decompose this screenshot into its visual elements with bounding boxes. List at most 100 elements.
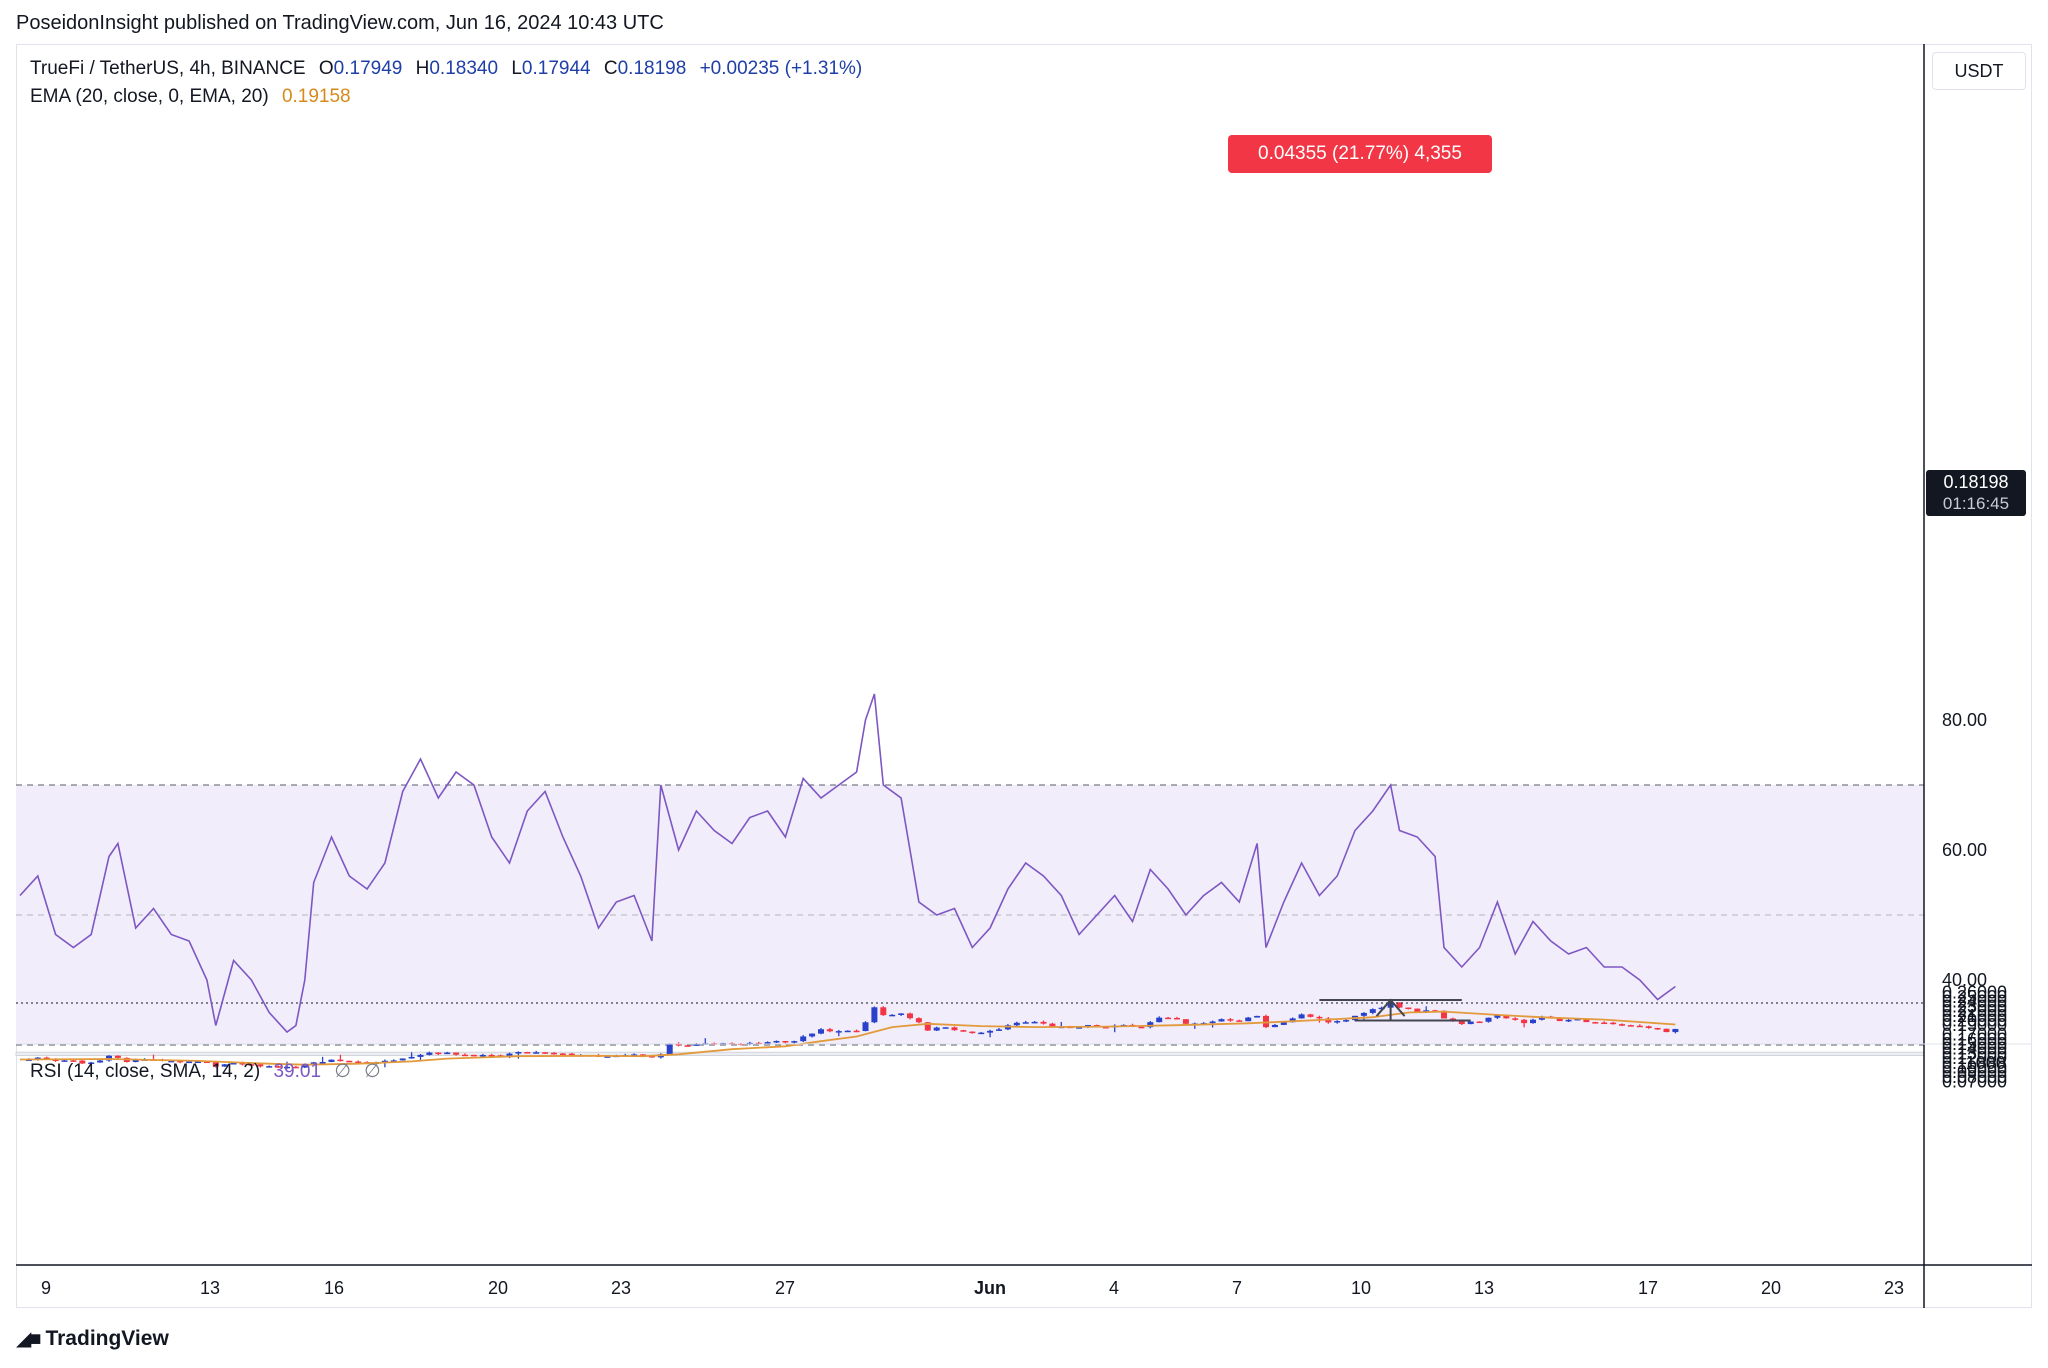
candle-body — [915, 1018, 922, 1023]
candle-body — [355, 1061, 362, 1063]
candle-body — [542, 1052, 549, 1054]
candle-body — [1441, 1010, 1447, 1019]
candle-body — [426, 1052, 433, 1055]
time-tick-label: 17 — [1638, 1278, 1658, 1298]
candle-body — [889, 1014, 896, 1017]
candle-body — [444, 1052, 451, 1055]
price-tick-label: 0.08000 — [1942, 1067, 2007, 1087]
time-tick-label: 13 — [200, 1278, 220, 1298]
candle-body — [1022, 1022, 1029, 1024]
candle-body — [1049, 1023, 1056, 1027]
candle-body — [248, 1064, 255, 1066]
candle-body — [506, 1053, 513, 1057]
rsi-band-fill — [16, 785, 1924, 1045]
time-tick-label: 23 — [1884, 1278, 1904, 1298]
candle-body — [809, 1033, 816, 1037]
candle-body — [1102, 1026, 1109, 1029]
candle-body — [1405, 1007, 1412, 1010]
time-tick-label: 13 — [1474, 1278, 1494, 1298]
price-tick-label: 0.07000 — [1942, 1072, 2007, 1092]
measure-tool[interactable] — [1319, 998, 1471, 1022]
candle-body — [844, 1030, 851, 1033]
candle-body — [1512, 1018, 1519, 1020]
close-value: 0.18198 — [617, 58, 687, 79]
candle-body — [693, 1044, 700, 1046]
candle-body — [604, 1056, 611, 1058]
rsi-line — [19, 693, 1676, 1034]
candle-body — [1574, 1018, 1581, 1021]
rsi-flag-icon-2: ∅ — [364, 1061, 381, 1082]
change-value: +0.00235 (+1.31%) — [699, 58, 863, 79]
rsi-band — [16, 784, 1924, 1046]
candle-body — [1565, 1019, 1572, 1022]
high-label: H — [415, 58, 430, 79]
candle-body — [1031, 1021, 1038, 1024]
candle-body — [266, 1066, 273, 1068]
last-price-tag: 0.18198 01:16:45 — [1926, 470, 2026, 516]
candle-body — [933, 1027, 940, 1031]
candle-body — [1494, 1015, 1501, 1018]
currency-selector[interactable]: USDT — [1932, 52, 2026, 90]
candle-body — [1467, 1021, 1474, 1025]
rsi-value: 39.01 — [273, 1061, 322, 1082]
candle-body — [1627, 1025, 1634, 1027]
candle-body — [1610, 1022, 1617, 1025]
candle-body — [1307, 1014, 1314, 1017]
axes: 0.260000.250000.240000.230000.220000.210… — [16, 44, 2032, 1308]
price-tick-label: 0.23000 — [1942, 996, 2007, 1016]
candle-body — [1298, 1014, 1305, 1019]
price-tick-label: 0.19000 — [1942, 1015, 2007, 1035]
candle-body — [417, 1054, 424, 1057]
candle-body — [1263, 1015, 1269, 1028]
candle-body — [462, 1054, 468, 1057]
candle-body — [800, 1036, 807, 1042]
rsi-flag-icon: ∅ — [334, 1061, 351, 1082]
candle-body — [773, 1040, 780, 1043]
candle-body — [408, 1056, 415, 1059]
measure-arrow-icon — [1375, 998, 1406, 1017]
candle-body — [70, 1060, 77, 1062]
candle-body — [1654, 1027, 1661, 1030]
candle-body — [996, 1029, 1002, 1031]
candle-body — [1556, 1018, 1563, 1022]
symbol-legend[interactable]: TrueFi / TetherUS, 4h, BINANCE O0.17949 … — [30, 58, 870, 80]
candle-body — [275, 1066, 282, 1068]
candle-body — [835, 1031, 842, 1033]
candle-body — [1165, 1017, 1172, 1020]
price-tick-label: 0.14000 — [1942, 1039, 2007, 1059]
candle-body — [648, 1056, 655, 1058]
measure-label: 0.04355 (21.77%) 4,355 — [1228, 135, 1492, 173]
candle-body — [987, 1030, 994, 1033]
candle-body — [666, 1043, 673, 1055]
candle-body — [853, 1030, 860, 1033]
time-tick-label: Jun — [974, 1278, 1006, 1298]
candle-body — [1458, 1020, 1465, 1025]
candle-body — [337, 1059, 344, 1062]
high-value: 0.18340 — [429, 58, 499, 79]
support-zone-rect — [15, 1051, 1925, 1057]
time-tick-label: 7 — [1232, 1278, 1242, 1298]
candle-body — [1423, 1010, 1430, 1012]
candle-body — [284, 1066, 290, 1069]
candle-countdown: 01:16:45 — [1942, 494, 2010, 513]
candle-body — [1209, 1021, 1216, 1024]
tradingview-logo[interactable]: ◢■ TradingView — [16, 1326, 169, 1351]
price-tick-label: 0.25000 — [1942, 987, 2007, 1007]
price-tick-label: 0.10000 — [1942, 1058, 2007, 1078]
candle-body — [470, 1054, 477, 1057]
ema-line — [16, 1002, 1924, 1066]
low-value: 0.17944 — [521, 58, 591, 79]
candle-body — [1013, 1022, 1020, 1026]
candle-body — [764, 1042, 771, 1044]
candle-body — [1138, 1026, 1145, 1029]
candle-body — [898, 1013, 905, 1015]
candle-body — [301, 1064, 308, 1068]
candle-body — [1645, 1026, 1652, 1028]
candle-body — [871, 1007, 878, 1023]
tradingview-logo-icon: ◢■ — [16, 1328, 42, 1350]
ema-legend[interactable]: EMA (20, close, 0, EMA, 20) 0.19158 — [30, 86, 359, 108]
candle-body — [1636, 1025, 1643, 1028]
price-tick-label: 0.13000 — [1942, 1043, 2007, 1063]
rsi-legend[interactable]: RSI (14, close, SMA, 14, 2) 39.01 ∅ ∅ — [30, 1060, 389, 1083]
